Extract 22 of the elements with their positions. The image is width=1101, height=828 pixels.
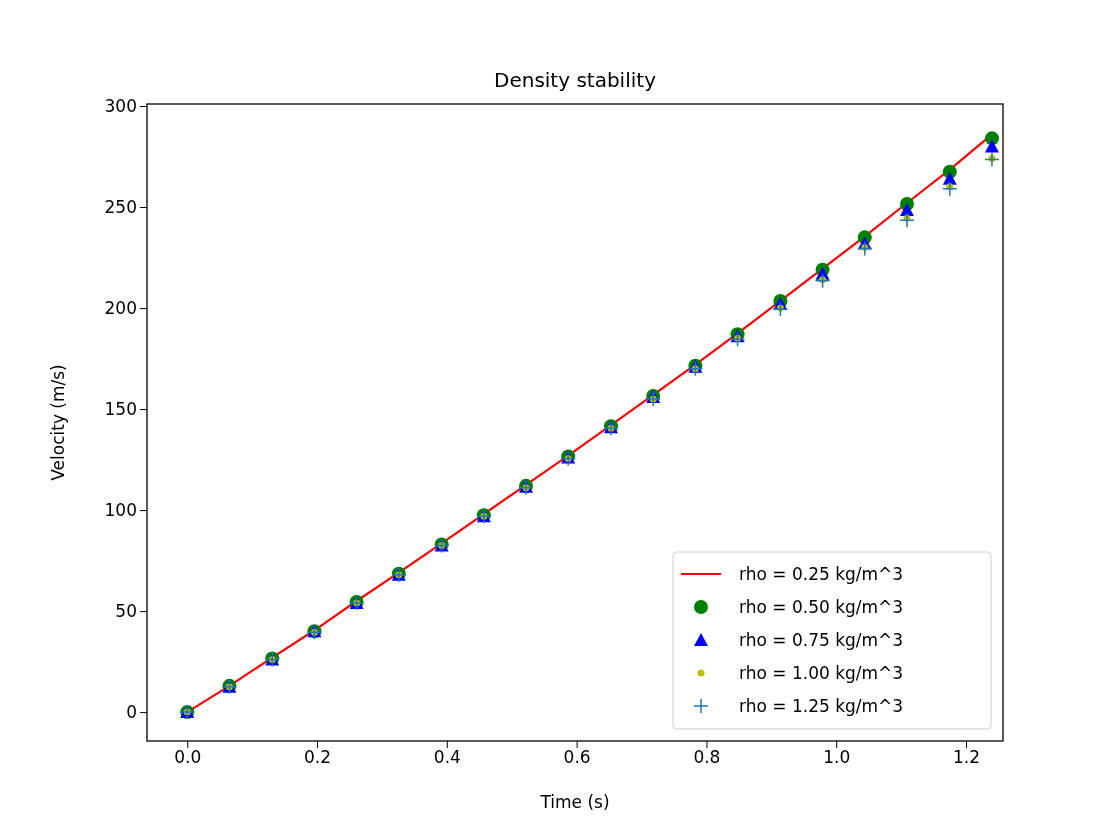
y-tick-label: 100 bbox=[104, 500, 137, 521]
legend-label: rho = 1.25 kg/m^3 bbox=[739, 696, 904, 716]
x-tick-label: 0.0 bbox=[174, 747, 202, 768]
y-tick-label: 200 bbox=[104, 297, 137, 318]
x-tick-label: 1.2 bbox=[952, 747, 981, 768]
y-tick-label: 250 bbox=[104, 196, 137, 217]
legend-label: rho = 0.75 kg/m^3 bbox=[739, 630, 904, 650]
y-tick-label: 150 bbox=[104, 399, 137, 420]
x-tick-label: 0.2 bbox=[304, 747, 332, 768]
y-tick-label: 0 bbox=[126, 702, 137, 723]
chart-title: Density stability bbox=[494, 68, 657, 92]
x-tick-label: 1.0 bbox=[823, 747, 851, 768]
x-tick-label: 0.8 bbox=[693, 747, 721, 768]
x-tick-label: 0.4 bbox=[433, 747, 461, 768]
legend-label: rho = 1.00 kg/m^3 bbox=[739, 663, 904, 683]
x-tick-label: 0.6 bbox=[563, 747, 591, 768]
legend-label: rho = 0.50 kg/m^3 bbox=[739, 597, 904, 617]
y-tick-label: 300 bbox=[104, 95, 137, 116]
x-axis-title: Time (s) bbox=[539, 792, 610, 812]
y-axis-title: Velocity (m/s) bbox=[48, 364, 68, 481]
y-tick-label: 50 bbox=[115, 601, 137, 622]
legend-label: rho = 0.25 kg/m^3 bbox=[739, 564, 904, 584]
